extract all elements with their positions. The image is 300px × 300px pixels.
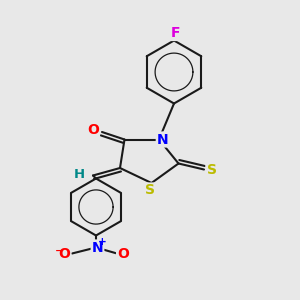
Text: S: S [206,163,217,176]
Text: N: N [157,133,168,146]
Text: +: + [98,237,107,247]
Text: O: O [58,247,70,260]
Text: −: − [55,246,65,256]
Text: N: N [92,241,103,254]
Text: O: O [87,123,99,136]
Text: H: H [74,167,85,181]
Text: F: F [171,26,180,40]
Text: S: S [145,184,155,197]
Text: O: O [117,247,129,260]
